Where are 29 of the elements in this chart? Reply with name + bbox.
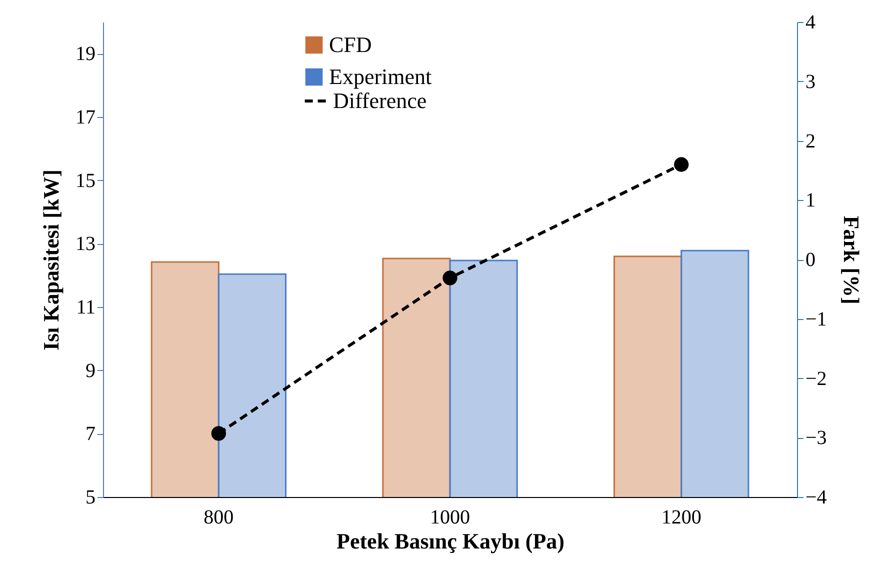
point xyxy=(211,426,226,441)
y2-tick-label: 2 xyxy=(806,130,816,152)
legend-label: CFD xyxy=(329,32,372,57)
y2-axis-title: Fark [%] xyxy=(838,216,864,304)
y2-tick-label: −1 xyxy=(806,308,827,330)
y-tick-label: 5 xyxy=(86,486,96,508)
y2-tick-label: −4 xyxy=(806,486,827,508)
point xyxy=(674,157,689,172)
y2-tick-label: 1 xyxy=(806,190,816,212)
point xyxy=(442,270,458,286)
legend-label: Difference xyxy=(333,88,427,113)
x-tick-label: 1200 xyxy=(661,506,702,528)
y2-tick-label: 4 xyxy=(806,12,816,34)
y-tick-label: 11 xyxy=(76,296,96,318)
y2-tick-label: 3 xyxy=(806,70,816,93)
y-tick-label: 17 xyxy=(76,106,96,128)
y-tick-label: 13 xyxy=(76,233,96,256)
y-tick-label: 7 xyxy=(86,423,96,446)
x-tick-label: 1000 xyxy=(430,506,470,528)
y2-tick-label: 0 xyxy=(806,249,816,271)
y-tick-label: 19 xyxy=(76,43,96,66)
y2-tick-label: −2 xyxy=(806,368,827,390)
y-tick-label: 15 xyxy=(76,170,96,192)
legend-label: Experiment xyxy=(329,64,432,89)
y-axis-title: Isı Kapasitesi [kW] xyxy=(38,170,64,350)
y2-tick-label: −3 xyxy=(806,427,827,450)
y-tick-label: 9 xyxy=(86,360,96,382)
x-tick-label: 800 xyxy=(204,506,234,528)
x-axis-title: Petek Basınç Kaybı (Pa) xyxy=(336,528,564,554)
